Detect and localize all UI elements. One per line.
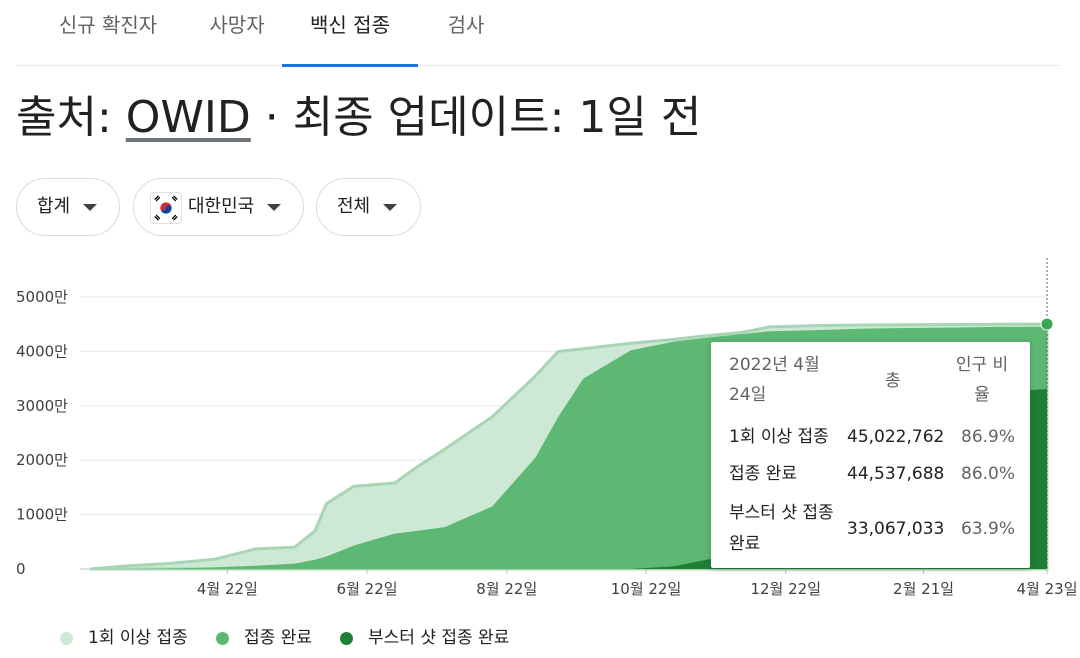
source-prefix: 출처:: [16, 92, 126, 143]
tooltip-row-ratio: 63.9%: [961, 519, 1016, 539]
country-dropdown-label: 대한민국: [188, 196, 255, 217]
x-tick-label: 6월 22일: [337, 580, 398, 598]
tooltip-row-ratio: 86.0%: [961, 464, 1016, 484]
measure-dropdown[interactable]: 합계: [16, 178, 120, 236]
x-tick-label: 8월 22일: [476, 580, 537, 598]
source-line: 출처: OWID · 최종 업데이트: 1일 전: [16, 88, 701, 148]
tab-new-cases[interactable]: 신규 확진자: [58, 13, 158, 37]
y-tick-label: 3000만: [16, 397, 68, 415]
source-link[interactable]: OWID: [125, 92, 251, 143]
age-dropdown-label: 전체: [337, 196, 371, 217]
legend-dot: [60, 632, 73, 645]
x-tick-label: 2월 21일: [893, 580, 954, 598]
x-tick-label: 4월 23일: [1017, 580, 1078, 598]
y-tick-label: 4000만: [16, 342, 68, 360]
measure-dropdown-label: 합계: [37, 196, 71, 217]
legend-dot: [340, 632, 353, 645]
x-tick-label: 10월 22일: [611, 580, 682, 598]
tab-bar: 신규 확진자 사망자 백신 접종 검사: [16, 0, 1060, 67]
y-tick-label: 0: [16, 560, 26, 578]
tooltip-ratio-header: 인구 비율: [955, 355, 1009, 405]
y-tick-label: 5000만: [16, 288, 68, 306]
tooltip-row-total: 44,537,688: [847, 464, 945, 484]
legend-label: 접종 완료: [244, 628, 312, 648]
tab-vaccination[interactable]: 백신 접종: [282, 0, 418, 67]
legend-label: 부스터 샷 접종 완료: [368, 628, 510, 648]
tooltip-row-label: 부스터 샷 접종 완료: [729, 503, 834, 554]
chevron-down-icon: [383, 204, 397, 211]
chart-tooltip: 2022년 4월 24일 총 인구 비율 1회 이상 접종 45,022,762…: [711, 342, 1030, 568]
tooltip-row-total: 33,067,033: [847, 519, 945, 539]
chevron-down-icon: [267, 204, 281, 211]
tooltip-row-label: 접종 완료: [729, 464, 797, 484]
x-tick-label: 4월 22일: [197, 580, 258, 598]
update-info: · 최종 업데이트: 1일 전: [250, 92, 702, 143]
age-dropdown[interactable]: 전체: [316, 178, 421, 236]
tooltip-row-ratio: 86.9%: [961, 427, 1016, 447]
tooltip-date: 2022년 4월 24일: [729, 355, 820, 405]
legend-label: 1회 이상 접종: [88, 628, 188, 648]
chevron-down-icon: [83, 204, 97, 211]
tab-tests[interactable]: 검사: [447, 13, 485, 37]
hover-point: [1040, 317, 1054, 331]
tooltip-row-total: 45,022,762: [847, 427, 945, 447]
x-tick-label: 12월 22일: [750, 580, 821, 598]
tooltip-row-label: 1회 이상 접종: [729, 427, 829, 447]
y-tick-label: 2000만: [16, 451, 68, 469]
y-tick-label: 1000만: [16, 506, 68, 524]
south-korea-flag-icon: [150, 192, 182, 224]
legend-dot: [216, 632, 229, 645]
tooltip-total-header: 총: [885, 371, 901, 391]
tab-deaths[interactable]: 사망자: [209, 13, 265, 37]
country-dropdown[interactable]: 대한민국: [133, 178, 304, 236]
